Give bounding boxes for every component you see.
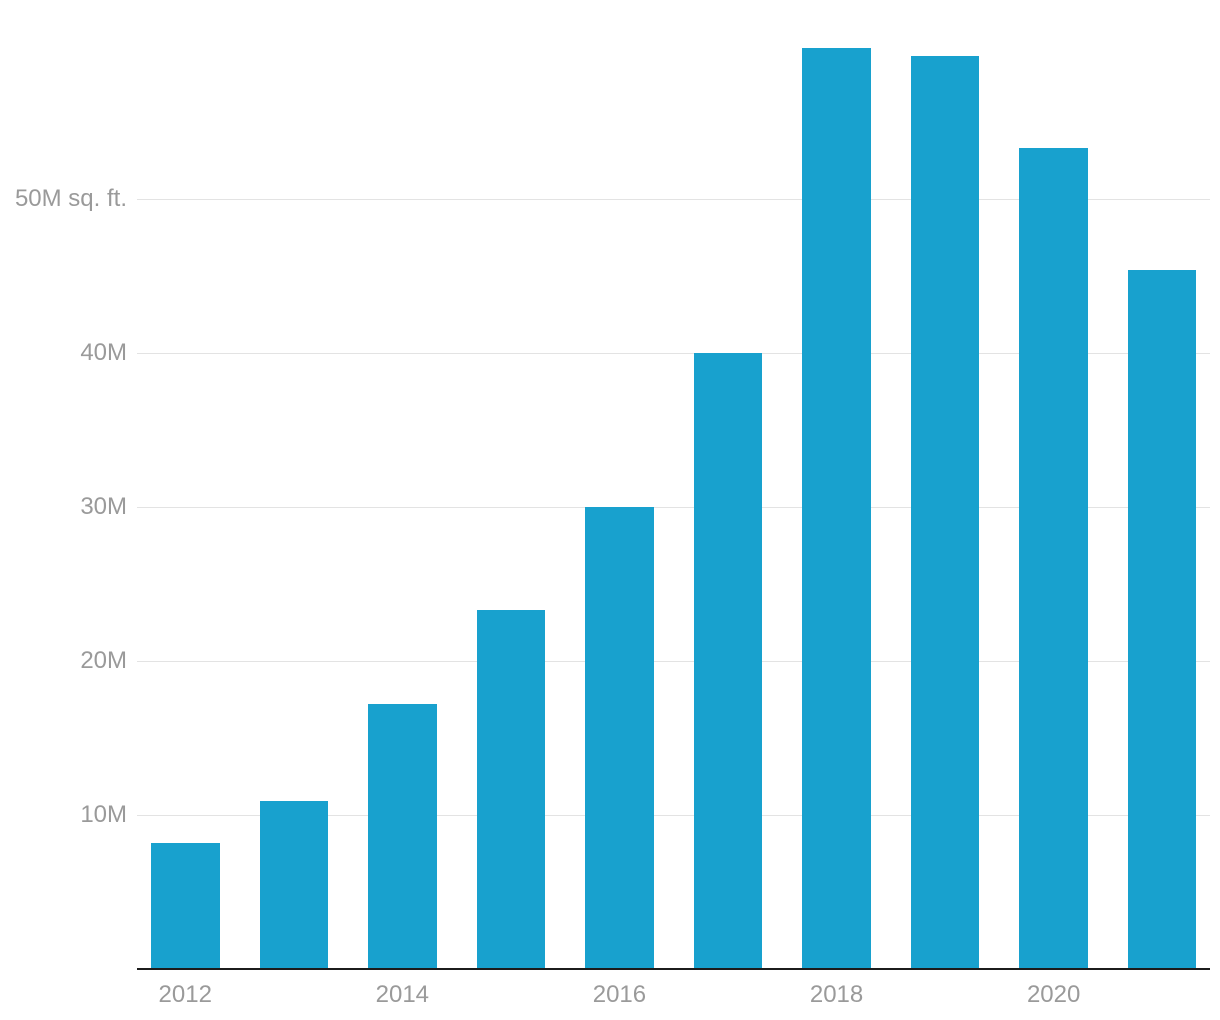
bar-2017 [693, 353, 763, 969]
y-axis-tick-label: 50M sq. ft. [14, 185, 127, 212]
y-axis-tick-label: 40M [80, 339, 127, 366]
x-axis-tick-label: 2016 [592, 981, 647, 1008]
x-axis-tick-label: 2020 [1026, 981, 1081, 1008]
y-axis-tick-label: 20M [80, 647, 127, 674]
y-axis-tick-label: 10M [80, 801, 127, 828]
x-axis-line [137, 967, 1210, 970]
bar-2012 [151, 842, 220, 969]
gridline-30M [137, 506, 1210, 508]
gridline-40M [137, 352, 1210, 354]
bar-2020 [1019, 148, 1088, 969]
y-axis-tick-label: 30M [80, 493, 127, 520]
gridline-50M [137, 198, 1210, 200]
bar-2016 [585, 507, 654, 969]
x-axis-tick-label: 2018 [809, 981, 864, 1008]
x-axis-tick-label: 2014 [375, 981, 430, 1008]
x-axis-tick-label: 2012 [158, 981, 212, 1008]
gridline-20M [137, 660, 1210, 662]
bar-2018 [802, 48, 871, 969]
bar-2019 [910, 55, 980, 969]
bar-2015 [476, 610, 546, 969]
gridline-10M [137, 814, 1210, 816]
bar-2013 [259, 801, 329, 969]
bar-2014 [368, 704, 437, 969]
bar-2021 [1127, 269, 1197, 969]
